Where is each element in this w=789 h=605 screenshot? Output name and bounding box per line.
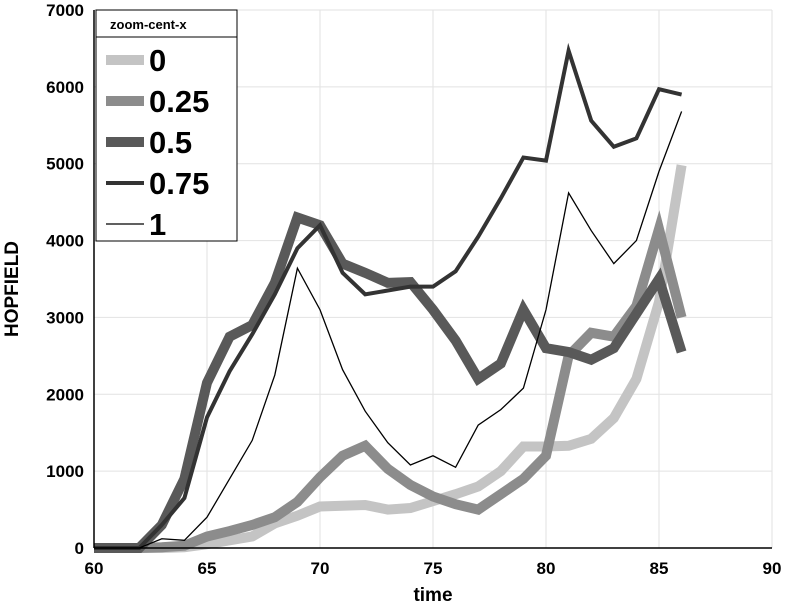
series-line-0_5 (94, 211, 687, 553)
y-axis-title: HOPFIELD (2, 241, 23, 337)
x-tick-label: 70 (311, 559, 330, 578)
legend-label: 1 (149, 207, 166, 242)
series-line-0_75 (94, 42, 683, 550)
series-line-1 (94, 111, 683, 549)
y-tick-label: 2000 (46, 385, 84, 404)
y-tick-label: 3000 (46, 308, 84, 327)
legend: zoom-cent-x 0 0.25 0.5 0.75 1 (95, 9, 238, 242)
series-lines (94, 42, 687, 553)
x-tick-label: 60 (85, 559, 104, 578)
legend-title: zoom-cent-x (110, 17, 187, 32)
legend-label: 0.5 (149, 125, 192, 160)
y-tick-label: 4000 (46, 232, 84, 251)
legend-label: 0.75 (149, 166, 209, 201)
tick-labels: 60 65 70 75 80 85 90 0 1000 2000 3000 4000 5000 6000 7… (46, 1, 781, 578)
x-tick-label: 80 (537, 559, 556, 578)
x-tick-label: 75 (424, 559, 443, 578)
y-tick-label: 0 (75, 539, 84, 558)
axes (93, 10, 772, 549)
y-tick-label: 7000 (46, 1, 84, 20)
x-axis-title: time (413, 585, 452, 605)
legend-items: 0 0.25 0.5 0.75 1 (106, 43, 209, 242)
legend-label: 0 (149, 43, 166, 78)
y-tick-label: 1000 (46, 462, 84, 481)
x-tick-label: 85 (650, 559, 669, 578)
legend-box (95, 9, 238, 242)
x-tick-label: 90 (763, 559, 782, 578)
y-tick-label: 6000 (46, 78, 84, 97)
series-line-0_25 (94, 210, 687, 553)
y-tick-label: 5000 (46, 155, 84, 174)
legend-label: 0.25 (149, 84, 209, 119)
x-tick-label: 65 (198, 559, 217, 578)
